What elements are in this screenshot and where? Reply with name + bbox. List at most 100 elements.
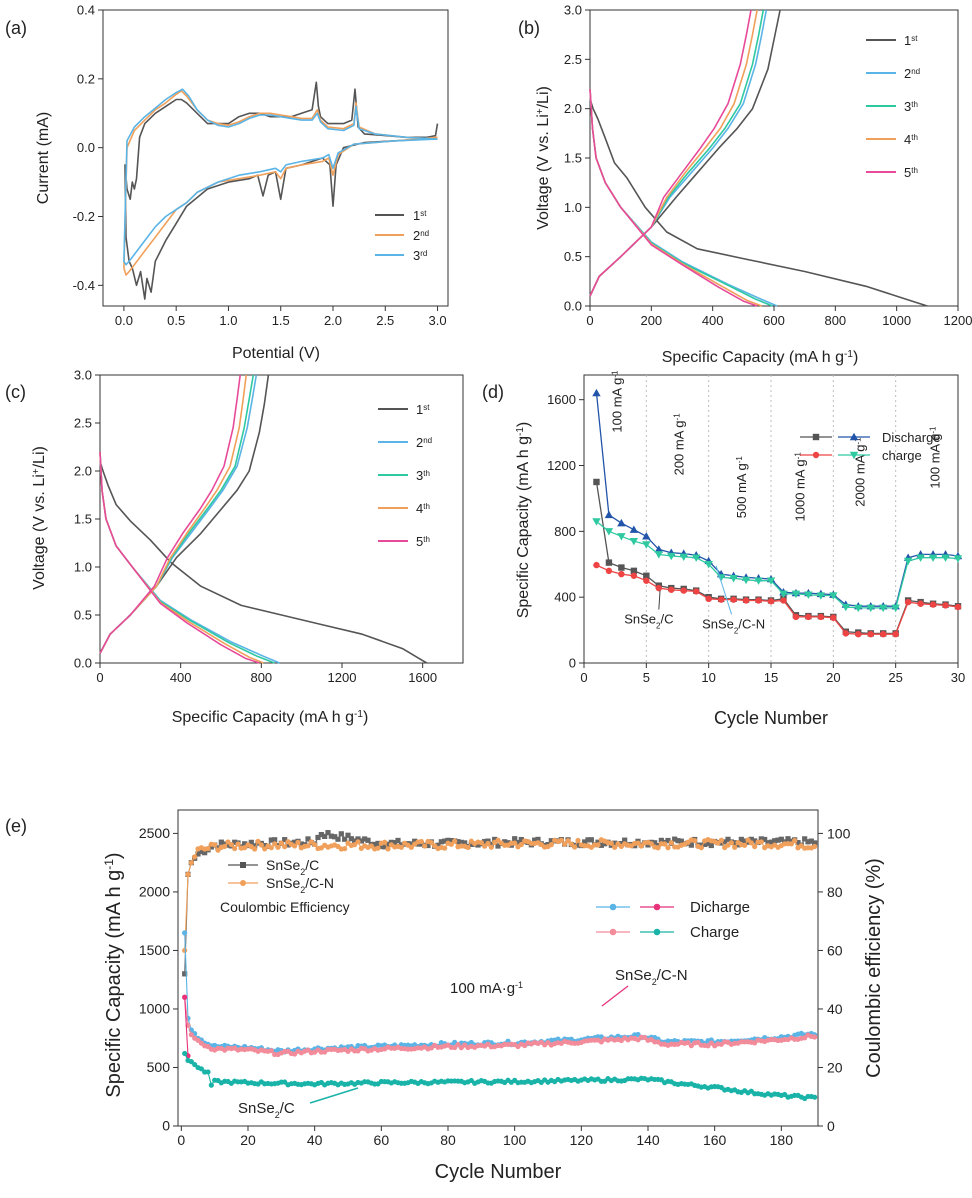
data-point xyxy=(642,541,651,549)
data-point xyxy=(942,602,949,609)
rate-label-part: -1 xyxy=(735,456,744,464)
data-point xyxy=(475,842,481,848)
data-point xyxy=(565,838,571,844)
legend-label: 1st xyxy=(413,208,427,223)
data-point xyxy=(630,567,638,575)
data-point xyxy=(318,831,324,838)
data-point xyxy=(485,840,491,847)
data-point xyxy=(752,838,758,844)
data-point xyxy=(665,845,671,851)
data-point xyxy=(488,841,494,847)
data-point xyxy=(232,839,238,845)
data-point xyxy=(248,839,254,845)
data-point xyxy=(305,836,311,842)
data-point xyxy=(780,597,787,604)
legend-marker xyxy=(240,862,246,868)
data-point xyxy=(422,843,428,849)
rate-label-part: 1000 mA g xyxy=(793,459,808,521)
x-tick-label: 1.0 xyxy=(219,313,237,328)
data-point xyxy=(778,836,784,842)
x-tick-label: 20 xyxy=(240,1132,256,1148)
x-tick-label: 3.0 xyxy=(429,313,447,328)
data-point xyxy=(218,839,224,845)
data-point xyxy=(425,842,431,849)
plot-frame xyxy=(177,809,819,1127)
data-point xyxy=(385,841,391,847)
data-point xyxy=(855,631,862,638)
data-point xyxy=(298,841,304,847)
legend-label-part: st xyxy=(420,209,427,218)
data-point xyxy=(812,1034,818,1040)
x-tick-label: 80 xyxy=(440,1132,456,1148)
data-point xyxy=(518,841,524,848)
y-axis-label: Voltage (V vs. Li+/Li) xyxy=(535,86,553,230)
legend-marker xyxy=(240,880,246,886)
annotation-arrow xyxy=(601,985,629,1007)
series-line xyxy=(589,88,773,307)
x-axis-label-part: Specific Capacity xyxy=(662,349,789,366)
y-tick-label: 3.0 xyxy=(74,368,92,383)
x-axis-label-part: Specific Capacity xyxy=(172,709,299,726)
data-point xyxy=(748,840,754,846)
y-tick-label: 2000 xyxy=(139,883,170,899)
legend-label: 4th xyxy=(416,501,430,516)
series-line xyxy=(589,98,928,307)
legend-label-part: nd xyxy=(420,229,429,238)
data-point xyxy=(408,844,414,850)
y-axis-label-part: Specific Capacity (mA h g xyxy=(103,870,125,1098)
data-point xyxy=(212,842,218,848)
data-point xyxy=(941,554,950,562)
y-tick-label: 400 xyxy=(554,590,576,605)
data-point xyxy=(228,841,234,848)
data-point xyxy=(392,840,398,846)
data-point xyxy=(655,845,661,851)
legend-label-part: th xyxy=(423,502,430,511)
y-tick-label: 0.2 xyxy=(77,71,95,86)
data-point xyxy=(808,838,814,844)
x-axis-label-part: ) xyxy=(853,349,858,366)
data-point xyxy=(492,836,498,843)
x-tick-label: 0 xyxy=(580,670,587,685)
data-point xyxy=(372,841,378,848)
series-line xyxy=(589,9,765,297)
data-point xyxy=(788,838,794,844)
y-tick-label: 1.0 xyxy=(564,200,582,215)
series-line xyxy=(589,9,781,297)
data-point xyxy=(182,971,188,977)
legend-capacity: Dicharge Charge xyxy=(596,899,750,941)
series-line-3 xyxy=(123,88,438,266)
data-point xyxy=(275,844,281,850)
data-point xyxy=(629,538,639,546)
data-point xyxy=(953,555,963,563)
x-tick-label: 0 xyxy=(586,313,593,328)
data-point xyxy=(772,838,778,844)
data-point xyxy=(725,836,731,842)
data-point xyxy=(892,631,899,638)
panel-c: 0 400 800 1200 1600 0.0 0.5 1.0 1.5 2.0 2.5 3.0 (c) S… xyxy=(5,368,464,726)
data-point xyxy=(891,604,900,613)
legend-label: 3th xyxy=(904,99,918,114)
legend-label-part: 3 xyxy=(904,99,911,114)
data-point xyxy=(665,837,671,844)
series-line xyxy=(589,88,758,307)
data-point xyxy=(602,841,608,847)
data-point xyxy=(455,839,461,845)
data-point xyxy=(338,831,344,837)
legend: Discharge charge xyxy=(800,430,941,463)
data-point xyxy=(355,836,361,842)
rate-label: 100 mA·g-1 xyxy=(450,980,523,997)
data-point xyxy=(548,838,554,844)
y-axis-label-part: + xyxy=(535,108,546,114)
legend-label: 5th xyxy=(416,534,430,549)
data-point xyxy=(575,837,581,844)
legend-label-part: st xyxy=(911,34,918,43)
data-point xyxy=(692,837,698,844)
data-point xyxy=(643,577,650,584)
x-tick-label: 2.5 xyxy=(376,313,394,328)
rate-label-part: -1 xyxy=(928,426,937,434)
annotation-arrow xyxy=(658,590,661,610)
data-point xyxy=(182,930,188,936)
legend-marker xyxy=(653,903,661,911)
y2-axis-label: Coulombic efficiency (%) xyxy=(863,858,885,1078)
